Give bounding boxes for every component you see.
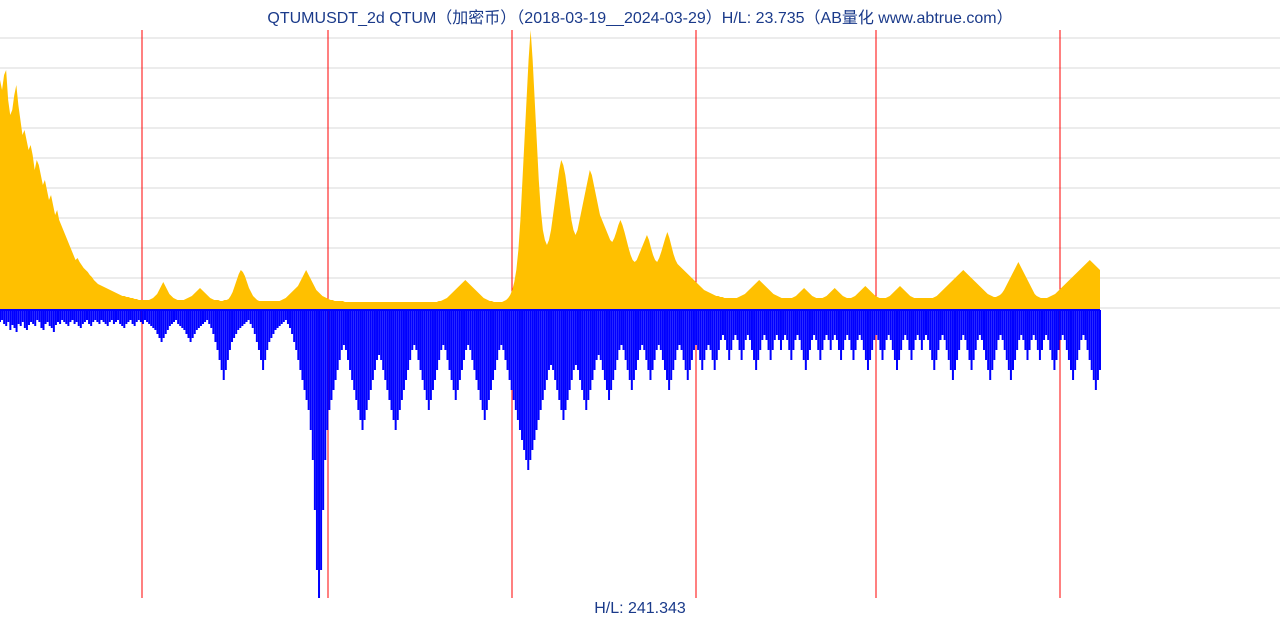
price-chart (0, 30, 1280, 598)
chart-title: QTUMUSDT_2d QTUM（加密币）（2018-03-19__2024-0… (0, 4, 1280, 28)
chart-area (0, 30, 1280, 598)
chart-footer: H/L: 241.343 (0, 600, 1280, 618)
